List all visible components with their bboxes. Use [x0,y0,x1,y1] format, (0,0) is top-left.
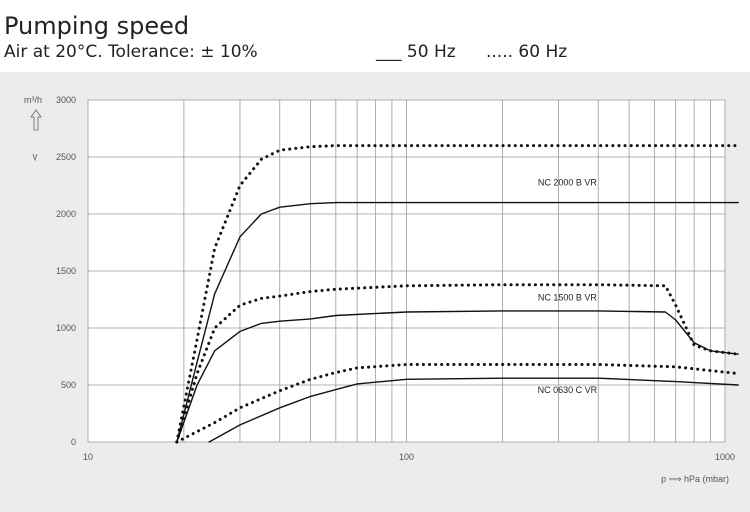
y-axis-label: m³/h [24,95,42,105]
series-line [208,377,739,443]
legend-50hz: ___ 50 Hz [376,42,456,62]
y-tick-label: 1500 [56,266,76,276]
y-tick-label: 0 [71,437,76,447]
chart-panel: 0 500 1000 1500 2000 2500 3000 10 100 1000 m³/h p ⟹… [0,72,750,512]
curve-label: NC 0630 C VR [538,385,598,395]
y-tick-label: 2500 [56,152,76,162]
series-line [176,201,739,443]
x-tick-label: 1000 [715,452,735,462]
legend-60hz: ..... 60 Hz [486,42,568,62]
y-tick-label: 3000 [56,95,76,105]
x-tick-label: 100 [399,452,414,462]
chart-title: Pumping speed [4,12,190,40]
pumping-speed-chart: 0 500 1000 1500 2000 2500 3000 10 100 1000 m³/h p ⟹… [24,95,740,484]
y-tick-label: 1000 [56,323,76,333]
up-arrow-icon [30,109,42,131]
curve-label: NC 1500 B VR [538,293,598,303]
series-line [175,283,740,444]
y-tick-label: 2000 [56,209,76,219]
y-tick-label: 500 [61,380,76,390]
x-axis-label: p ⟹ hPa (mbar) [661,474,729,484]
curve-label: NC 2000 B VR [538,178,598,188]
chart-subtitle: Air at 20°C. Tolerance: ± 10% [4,42,258,62]
series-line [176,310,739,443]
chevron-down-icon [32,153,38,162]
series-line [175,144,740,444]
x-tick-label: 10 [83,452,93,462]
series-line [175,363,740,444]
